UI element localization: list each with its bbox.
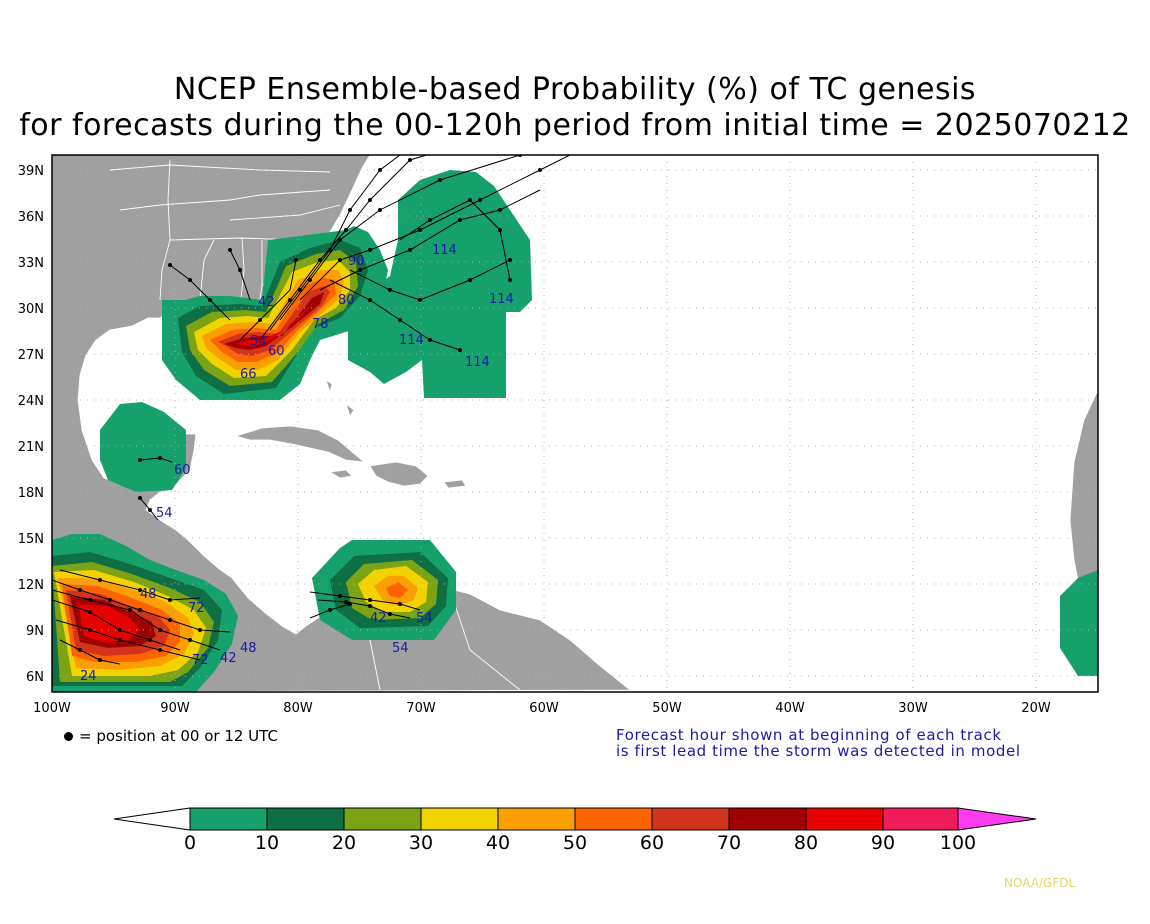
- lat-label: 15N: [18, 532, 44, 547]
- colorbar-segment: [651, 807, 730, 831]
- colorbar-segment: [728, 807, 807, 831]
- colorbar-label: 70: [716, 832, 742, 854]
- longitude-labels: 100W 90W 80W 70W 60W 50W 40W 30W 20W: [33, 701, 1051, 716]
- lat-label: 21N: [18, 440, 44, 455]
- contour-atlantic: [100, 170, 532, 492]
- fhr-label: 42: [258, 295, 275, 310]
- colorbar-segment: [574, 807, 653, 831]
- credit: NOAA/GFDL: [1004, 876, 1076, 890]
- lon-label: 100W: [33, 701, 71, 716]
- lon-label: 70W: [406, 701, 436, 716]
- fhr-label: 60: [268, 344, 285, 359]
- lat-label: 12N: [18, 578, 44, 593]
- fhr-label: 72: [188, 601, 205, 616]
- forecast-hour-note: Forecast hour shown at beginning of each…: [616, 727, 1021, 759]
- colorbar-segment: [189, 807, 268, 831]
- lat-label: 18N: [18, 486, 44, 501]
- colorbar-segment: [343, 807, 422, 831]
- puerto-rico: [443, 479, 467, 489]
- title-line-2: for forecasts during the 00-120h period …: [19, 108, 1131, 143]
- colorbar-label: 80: [793, 832, 819, 854]
- colorbar-label: 20: [331, 832, 357, 854]
- lat-label: 27N: [18, 348, 44, 363]
- lon-label: 40W: [775, 701, 805, 716]
- map-body: 114 114 114 114 60 54 66 78 90 80 42 60 …: [52, 155, 1098, 692]
- forecast-hour-note-line2: is first lead time the storm was detecte…: [616, 742, 1021, 760]
- lon-label: 20W: [1021, 701, 1051, 716]
- lat-label: 24N: [18, 394, 44, 409]
- fhr-label: 72: [192, 653, 209, 668]
- colorbar-below-0: [113, 807, 191, 831]
- colorbar-label: 90: [870, 832, 896, 854]
- fhr-label: 78: [312, 317, 329, 332]
- fhr-label: 54: [392, 641, 409, 656]
- fhr-label: 24: [80, 669, 97, 684]
- cuba: [234, 425, 366, 463]
- fhr-label: 42: [220, 651, 237, 666]
- fhr-label: 80: [338, 293, 355, 308]
- lon-label: 50W: [652, 701, 682, 716]
- lon-label: 90W: [160, 701, 190, 716]
- colorbar-label: 60: [639, 832, 665, 854]
- colorbar: [113, 807, 1037, 831]
- position-dot-icon: [64, 732, 73, 741]
- position-legend-text: = position at 00 or 12 UTC: [79, 727, 278, 745]
- forecast-hour-note-line1: Forecast hour shown at beginning of each…: [616, 726, 1002, 744]
- lat-label: 39N: [18, 164, 44, 179]
- latitude-labels: 39N 36N 33N 30N 27N 24N 21N 18N 15N 12N …: [18, 164, 44, 685]
- lon-label: 30W: [898, 701, 928, 716]
- colorbar-segment: [497, 807, 576, 831]
- fhr-label: 54: [250, 334, 267, 349]
- fhr-label: 114: [489, 292, 514, 307]
- colorbar-label: 50: [562, 832, 588, 854]
- colorbar-label: 40: [485, 832, 511, 854]
- title-line-1: NCEP Ensemble-based Probability (%) of T…: [173, 72, 977, 107]
- colorbar-above-100: [957, 807, 1037, 831]
- hispaniola: [369, 461, 429, 487]
- boundaries: [109, 159, 521, 691]
- fhr-label: 54: [156, 506, 173, 521]
- map-frame: [51, 154, 1099, 693]
- jamaica: [328, 469, 353, 479]
- colorbar-segment: [420, 807, 499, 831]
- fhr-label: 114: [432, 243, 457, 258]
- colorbar-label: 30: [408, 832, 434, 854]
- bahamas: [325, 379, 355, 417]
- fhr-label: 60: [174, 463, 191, 478]
- contour-gulf: [162, 226, 388, 400]
- fhr-label: 48: [140, 587, 157, 602]
- track-positions: [78, 155, 542, 662]
- lat-label: 6N: [26, 670, 44, 685]
- lon-label: 60W: [529, 701, 559, 716]
- forecast-hour-labels: 114 114 114 114 60 54 66 78 90 80 42 60 …: [80, 243, 514, 684]
- colorbar-segment: [805, 807, 884, 831]
- fhr-label: 90: [348, 254, 365, 269]
- colorbar-label: 10: [254, 832, 280, 854]
- lat-label: 36N: [18, 210, 44, 225]
- fhr-label: 54: [416, 611, 433, 626]
- lat-label: 30N: [18, 302, 44, 317]
- colorbar-segment: [266, 807, 345, 831]
- fhr-label: 114: [465, 355, 490, 370]
- lat-label: 33N: [18, 256, 44, 271]
- position-legend: = position at 00 or 12 UTC: [64, 727, 278, 745]
- fhr-label: 66: [240, 367, 257, 382]
- lat-label: 9N: [26, 624, 44, 639]
- lon-label: 80W: [283, 701, 313, 716]
- fhr-label: 42: [370, 611, 387, 626]
- fhr-label: 114: [399, 333, 424, 348]
- colorbar-segment: [882, 807, 959, 831]
- fhr-label: 48: [240, 641, 257, 656]
- colorbar-label: 0: [183, 832, 197, 854]
- colorbar-label: 100: [939, 832, 977, 854]
